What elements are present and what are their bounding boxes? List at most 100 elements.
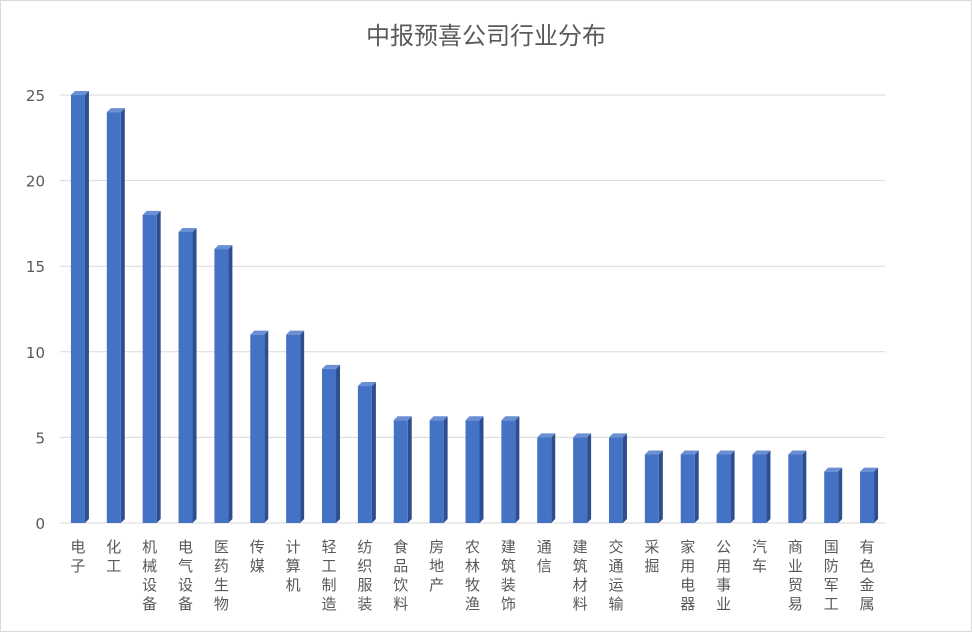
bar-top: [501, 416, 520, 421]
x-category-label: 交通运输: [608, 538, 623, 613]
bar-side: [587, 433, 592, 523]
bar: [608, 433, 627, 523]
bar: [106, 108, 125, 524]
y-tick-label: 15: [26, 258, 45, 276]
x-category-char: 备: [178, 595, 193, 613]
x-category-label: 公用事业: [716, 538, 731, 613]
x-category-char: 备: [142, 595, 157, 613]
bar-top: [178, 227, 197, 232]
x-category-char: 有: [860, 538, 875, 556]
x-category-char: 传: [250, 538, 265, 556]
x-category-char: 械: [142, 557, 157, 575]
bar-top: [429, 416, 448, 421]
bar-front: [860, 471, 875, 523]
x-category-char: 色: [860, 557, 875, 575]
bar-front: [106, 112, 121, 524]
x-axis-categories: 电子化工机械设备电气设备医药生物传媒计算机轻工制造纺织服装食品饮料房地产农林牧渔…: [70, 538, 874, 613]
bar: [824, 467, 843, 523]
x-category-char: 汽: [752, 538, 767, 556]
bar: [429, 416, 448, 523]
bar-front: [608, 437, 623, 523]
x-category-char: 通: [608, 557, 623, 575]
x-category-char: 军: [824, 576, 839, 594]
x-category-char: 运: [608, 576, 623, 594]
bar-top: [142, 210, 161, 215]
bar-front: [70, 95, 85, 523]
x-category-char: 药: [214, 557, 229, 575]
bar-side: [658, 450, 663, 523]
bar: [752, 450, 771, 523]
x-category-label: 建筑装饰: [501, 538, 516, 613]
x-category-char: 料: [573, 595, 588, 613]
x-category-char: 算: [286, 557, 301, 575]
bar: [465, 416, 484, 523]
bar: [537, 433, 556, 523]
x-category-label: 房地产: [429, 538, 444, 594]
x-category-char: 饰: [501, 595, 516, 613]
bar-top: [752, 450, 771, 455]
bar: [142, 210, 161, 523]
x-category-char: 房: [429, 538, 444, 556]
bar: [322, 364, 341, 523]
x-category-char: 品: [393, 557, 408, 575]
x-category-label: 食品饮料: [393, 538, 408, 613]
bar-top: [824, 467, 843, 472]
x-category-char: 商: [788, 538, 803, 556]
bar-side: [192, 227, 197, 523]
x-category-char: 筑: [501, 557, 516, 575]
bar-front: [142, 214, 157, 523]
x-category-char: 牧: [465, 576, 480, 594]
bar-top: [860, 467, 879, 472]
x-category-label: 化工: [106, 538, 121, 575]
bar-top: [465, 416, 484, 421]
bar: [680, 450, 699, 523]
x-category-char: 器: [680, 595, 695, 613]
bar-side: [479, 416, 484, 523]
x-category-char: 物: [214, 595, 229, 613]
bar-side: [443, 416, 448, 523]
x-category-char: 工: [824, 595, 839, 613]
x-category-char: 饮: [393, 576, 408, 594]
bar-front: [214, 249, 229, 523]
y-tick-label: 10: [26, 344, 45, 362]
x-category-char: 业: [716, 595, 731, 613]
x-category-char: 国: [824, 538, 839, 556]
bar-front: [393, 420, 408, 523]
bar-side: [336, 364, 341, 523]
bar-front: [824, 471, 839, 523]
y-tick-label: 25: [26, 87, 45, 105]
x-category-label: 建筑材料: [573, 538, 588, 613]
x-category-char: 建: [501, 538, 516, 556]
bars: [70, 91, 879, 524]
x-category-char: 设: [178, 576, 193, 594]
x-category-label: 农林牧渔: [465, 538, 480, 613]
bar-front: [752, 454, 767, 523]
x-category-label: 纺织服装: [357, 538, 372, 613]
x-category-label: 商业贸易: [788, 538, 803, 613]
bar-side: [156, 210, 161, 523]
x-category-char: 属: [860, 595, 875, 613]
bar-front: [429, 420, 444, 523]
x-category-char: 机: [142, 538, 157, 556]
x-category-char: 输: [608, 595, 623, 613]
x-category-label: 计算机: [286, 538, 301, 594]
x-category-char: 电: [70, 538, 85, 556]
bar-side: [838, 467, 843, 523]
x-category-char: 织: [357, 557, 372, 575]
bar-side: [371, 382, 376, 523]
x-category-char: 造: [322, 595, 337, 613]
bar-front: [644, 454, 659, 523]
x-category-char: 用: [680, 557, 695, 575]
x-category-char: 料: [393, 595, 408, 613]
bar-front: [322, 368, 337, 523]
x-category-char: 公: [716, 538, 731, 556]
bar: [70, 91, 89, 523]
x-category-char: 电: [680, 576, 695, 594]
bar-front: [573, 437, 588, 523]
x-category-label: 电气设备: [178, 538, 193, 613]
x-category-char: 产: [429, 576, 444, 594]
x-category-char: 气: [178, 557, 193, 575]
bar-top: [357, 382, 376, 387]
bar-top: [644, 450, 663, 455]
x-category-char: 交: [608, 538, 623, 556]
